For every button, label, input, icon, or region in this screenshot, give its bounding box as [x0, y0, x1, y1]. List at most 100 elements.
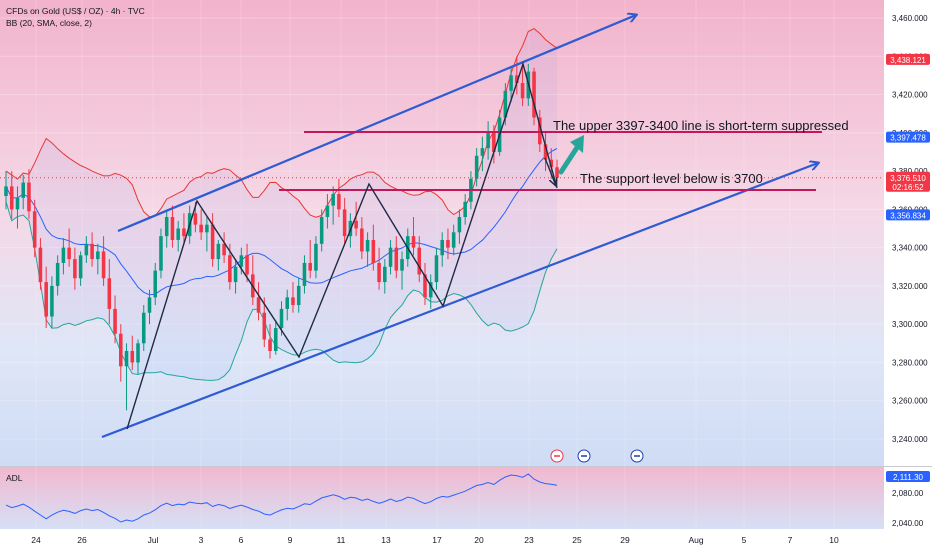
time-tick-label: 24 [31, 535, 41, 545]
candle-body [55, 262, 60, 286]
candle-body [107, 278, 112, 309]
support-annotation[interactable]: The support level below is 3700 [580, 171, 763, 186]
candle-body [417, 247, 422, 275]
time-tick-label: 29 [620, 535, 630, 545]
candle-body [147, 297, 152, 313]
time-tick-label: 25 [572, 535, 582, 545]
candle-body [153, 270, 158, 298]
candle-body [337, 194, 341, 210]
axes: 3,460.0003,440.0003,420.0003,400.0003,38… [31, 14, 930, 545]
candle-body [199, 224, 203, 233]
candle-body [38, 247, 43, 283]
upper-channel-line [117, 15, 636, 233]
candle-body [67, 247, 71, 260]
candle-body [210, 224, 215, 260]
candle-body [4, 186, 8, 196]
candle-body [119, 333, 123, 367]
candle-body [136, 343, 140, 363]
candle-body [509, 75, 513, 91]
us-flag-event-icon[interactable] [630, 449, 644, 463]
adl-badge [886, 471, 930, 482]
down-arrow [544, 157, 556, 186]
candle-body [314, 243, 318, 271]
time-tick-label: 20 [474, 535, 484, 545]
candle-body [515, 75, 519, 84]
candle-body [262, 312, 267, 340]
candle-body [365, 239, 370, 252]
time-tick-label: 9 [288, 535, 293, 545]
candle-body [228, 255, 232, 283]
price-badge [886, 131, 930, 143]
candle-body [549, 159, 554, 168]
time-tick-label: 3 [199, 535, 204, 545]
candle-body [285, 297, 290, 309]
candle-body [61, 247, 66, 263]
price-axis-background[interactable] [884, 0, 932, 529]
candle-body [354, 220, 358, 229]
candle-body [9, 186, 14, 210]
candle-body [21, 182, 25, 198]
candle-body [480, 148, 485, 156]
candle-body [400, 259, 404, 271]
price-badge-label: 3,397.478 [890, 134, 926, 143]
candle-body [532, 71, 536, 118]
candle-body [268, 339, 272, 351]
adl-pane-background [0, 467, 884, 529]
candle-body [256, 297, 261, 313]
time-axis-background[interactable] [0, 529, 932, 550]
candle-body [302, 262, 307, 286]
candle-body [388, 247, 393, 267]
us-flag-event-icon[interactable] [577, 449, 591, 463]
candle-body [331, 194, 335, 206]
candle-body [96, 251, 100, 260]
candle-body [279, 308, 284, 329]
candle-body [50, 285, 54, 317]
candle-body [164, 217, 169, 237]
price-tick-label: 3,340.000 [892, 244, 928, 253]
candle-body [411, 236, 416, 248]
time-tick-label: Aug [688, 535, 703, 545]
candle-body [90, 243, 94, 260]
time-tick-label: 7 [788, 535, 793, 545]
candle-body [32, 211, 37, 248]
lightning-event-icon[interactable] [550, 449, 564, 463]
candle-body [273, 328, 278, 351]
candle-body [428, 282, 433, 298]
drawings [101, 15, 822, 439]
candle-body [538, 117, 542, 145]
candle-body [463, 201, 467, 218]
candle-body [377, 262, 381, 283]
time-tick-label: Jul [148, 535, 159, 545]
candle-body [486, 132, 490, 149]
indicator-legend[interactable]: BB (20, SMA, close, 2) [6, 18, 92, 28]
candle-body [325, 205, 330, 218]
candle-body [113, 308, 117, 334]
time-tick-label: 11 [337, 535, 346, 545]
price-badge [886, 209, 930, 221]
candle-body [394, 247, 399, 271]
candle-body [383, 266, 387, 283]
upper-annotation[interactable]: The upper 3397-3400 line is short-term s… [553, 118, 849, 133]
adl-series [5, 473, 558, 523]
adl-legend[interactable]: ADL [6, 473, 23, 483]
symbol-legend[interactable]: CFDs on Gold (US$ / OZ) · 4h · TVC [6, 6, 145, 16]
adl-badge-label: 2,111.30 [893, 473, 924, 482]
candle-body [474, 155, 479, 179]
candle-body [176, 228, 180, 240]
time-tick-label: 10 [829, 535, 839, 545]
candle-body [245, 255, 249, 275]
green-arrow-shaft [558, 143, 581, 175]
candle-body [308, 262, 312, 271]
candle-body [159, 236, 163, 271]
price-tick-label: 3,380.000 [892, 167, 928, 176]
candle-body [319, 217, 324, 244]
candle-body [296, 285, 301, 306]
price-tick-label: 3,240.000 [892, 435, 928, 444]
candle-body [360, 228, 364, 252]
time-tick-label: 23 [524, 535, 534, 545]
time-tick-label: 13 [381, 535, 391, 545]
grid-layer [0, 0, 884, 529]
time-tick-label: 6 [239, 535, 244, 545]
